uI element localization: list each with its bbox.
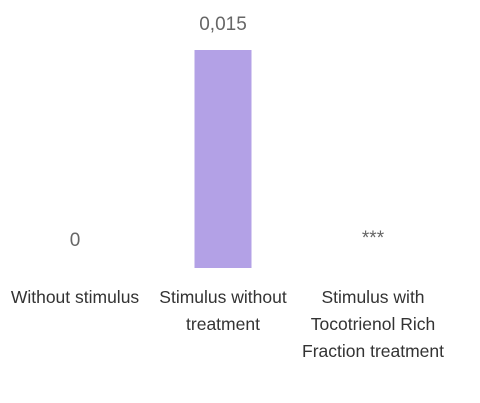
x-tick-label: Without stimulus	[10, 287, 140, 307]
x-tick-label: Stimulus with Tocotrienol Rich Fraction …	[302, 287, 444, 361]
x-tick-label: Stimulus without treatment	[159, 287, 287, 334]
value-label: 0	[69, 230, 81, 251]
value-label: 0,015	[199, 14, 247, 35]
annotation: ***	[361, 228, 385, 249]
bar	[194, 50, 252, 268]
